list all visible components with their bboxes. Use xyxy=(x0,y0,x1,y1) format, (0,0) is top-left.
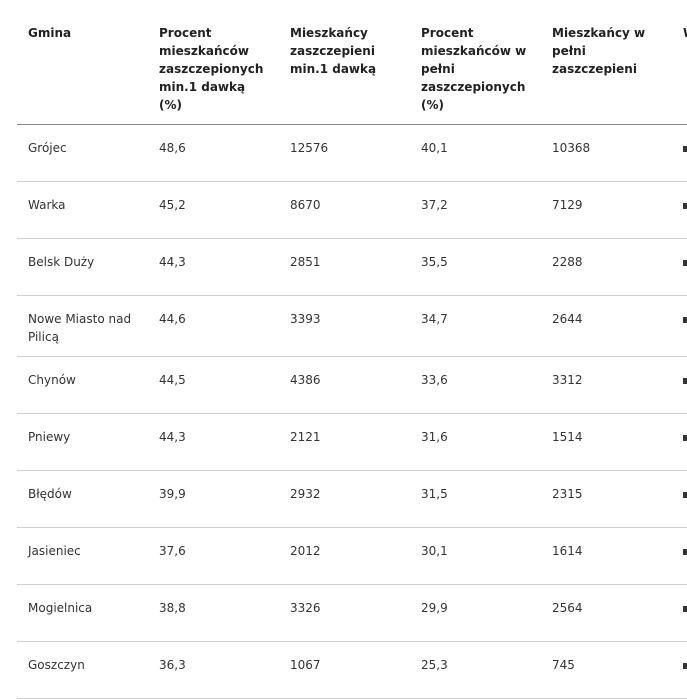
cell-gmina: Chynów xyxy=(17,356,148,414)
cell-truncated xyxy=(672,124,687,182)
cell-percent-one-dose: 44,3 xyxy=(148,238,279,296)
cell-gmina: Belsk Duży xyxy=(17,238,148,296)
cell-truncated xyxy=(672,641,687,699)
truncated-mark xyxy=(683,378,687,384)
cell-residents-one-dose: 3393 xyxy=(279,295,410,357)
table-row: Chynów 44,5 4386 33,6 3312 xyxy=(17,356,687,414)
cell-residents-one-dose: 2932 xyxy=(279,470,410,528)
cell-gmina: Mogielnica xyxy=(17,584,148,642)
truncated-mark xyxy=(683,663,687,669)
cell-residents-fully: 1614 xyxy=(541,527,672,585)
vaccination-table-container: Gmina Procent mieszkańców zaszczepionych… xyxy=(17,12,687,699)
cell-residents-one-dose: 2012 xyxy=(279,527,410,585)
table-row: Jasieniec 37,6 2012 30,1 1614 xyxy=(17,527,687,585)
cell-residents-one-dose: 8670 xyxy=(279,181,410,239)
table-row: Nowe Miasto nad Pilicą 44,6 3393 34,7 26… xyxy=(17,295,687,357)
cell-percent-fully: 30,1 xyxy=(410,527,541,585)
header-percent-one-dose[interactable]: Procent mieszkańców zaszczepionych min.1… xyxy=(148,12,279,125)
table-row: Belsk Duży 44,3 2851 35,5 2288 xyxy=(17,238,687,296)
cell-residents-one-dose: 4386 xyxy=(279,356,410,414)
cell-gmina: Jasieniec xyxy=(17,527,148,585)
cell-truncated xyxy=(672,527,687,585)
header-truncated-column[interactable]: W xyxy=(672,12,687,125)
cell-residents-fully: 7129 xyxy=(541,181,672,239)
truncated-mark xyxy=(683,203,687,209)
cell-percent-fully: 31,5 xyxy=(410,470,541,528)
cell-truncated xyxy=(672,584,687,642)
truncated-mark xyxy=(683,606,687,612)
cell-percent-one-dose: 44,3 xyxy=(148,413,279,471)
cell-percent-one-dose: 44,6 xyxy=(148,295,279,357)
cell-percent-fully: 37,2 xyxy=(410,181,541,239)
cell-truncated xyxy=(672,356,687,414)
cell-gmina: Błędów xyxy=(17,470,148,528)
header-percent-fully-vaccinated[interactable]: Procent mieszkańców w pełni zaszczepiony… xyxy=(410,12,541,125)
truncated-mark xyxy=(683,146,687,152)
table-row: Mogielnica 38,8 3326 29,9 2564 xyxy=(17,584,687,642)
table-row: Błędów 39,9 2932 31,5 2315 xyxy=(17,470,687,528)
cell-residents-fully: 3312 xyxy=(541,356,672,414)
cell-residents-fully: 2564 xyxy=(541,584,672,642)
table-row: Warka 45,2 8670 37,2 7129 xyxy=(17,181,687,239)
truncated-mark xyxy=(683,260,687,266)
table-row: Goszczyn 36,3 1067 25,3 745 xyxy=(17,641,687,699)
cell-truncated xyxy=(672,238,687,296)
cell-residents-one-dose: 2121 xyxy=(279,413,410,471)
cell-gmina: Warka xyxy=(17,181,148,239)
cell-percent-fully: 31,6 xyxy=(410,413,541,471)
cell-percent-fully: 40,1 xyxy=(410,124,541,182)
header-residents-one-dose[interactable]: Mieszkańcy zaszczepieni min.1 dawką xyxy=(279,12,410,125)
vaccination-table: Gmina Procent mieszkańców zaszczepionych… xyxy=(17,12,687,699)
header-gmina[interactable]: Gmina xyxy=(17,12,148,125)
cell-residents-fully: 2288 xyxy=(541,238,672,296)
cell-percent-one-dose: 44,5 xyxy=(148,356,279,414)
header-residents-fully-vaccinated[interactable]: Mieszkańcy w pełni zaszczepieni xyxy=(541,12,672,125)
cell-percent-one-dose: 37,6 xyxy=(148,527,279,585)
cell-residents-one-dose: 2851 xyxy=(279,238,410,296)
cell-percent-one-dose: 39,9 xyxy=(148,470,279,528)
cell-truncated xyxy=(672,181,687,239)
truncated-mark xyxy=(683,317,687,323)
cell-residents-fully: 2315 xyxy=(541,470,672,528)
cell-percent-fully: 25,3 xyxy=(410,641,541,699)
table-row: Pniewy 44,3 2121 31,6 1514 xyxy=(17,413,687,471)
cell-residents-one-dose: 1067 xyxy=(279,641,410,699)
cell-truncated xyxy=(672,295,687,357)
cell-percent-fully: 33,6 xyxy=(410,356,541,414)
cell-percent-fully: 34,7 xyxy=(410,295,541,357)
cell-residents-fully: 2644 xyxy=(541,295,672,357)
cell-residents-one-dose: 12576 xyxy=(279,124,410,182)
cell-gmina: Nowe Miasto nad Pilicą xyxy=(17,295,148,357)
cell-percent-one-dose: 38,8 xyxy=(148,584,279,642)
cell-residents-one-dose: 3326 xyxy=(279,584,410,642)
cell-gmina: Pniewy xyxy=(17,413,148,471)
cell-gmina: Goszczyn xyxy=(17,641,148,699)
cell-gmina: Grójec xyxy=(17,124,148,182)
cell-truncated xyxy=(672,470,687,528)
cell-percent-one-dose: 36,3 xyxy=(148,641,279,699)
cell-percent-one-dose: 48,6 xyxy=(148,124,279,182)
cell-residents-fully: 10368 xyxy=(541,124,672,182)
truncated-mark xyxy=(683,492,687,498)
table-row: Grójec 48,6 12576 40,1 10368 xyxy=(17,124,687,182)
truncated-mark xyxy=(683,549,687,555)
cell-residents-fully: 745 xyxy=(541,641,672,699)
cell-residents-fully: 1514 xyxy=(541,413,672,471)
cell-truncated xyxy=(672,413,687,471)
cell-percent-fully: 29,9 xyxy=(410,584,541,642)
cell-percent-fully: 35,5 xyxy=(410,238,541,296)
truncated-mark xyxy=(683,435,687,441)
cell-percent-one-dose: 45,2 xyxy=(148,181,279,239)
table-header-row: Gmina Procent mieszkańców zaszczepionych… xyxy=(17,12,687,125)
